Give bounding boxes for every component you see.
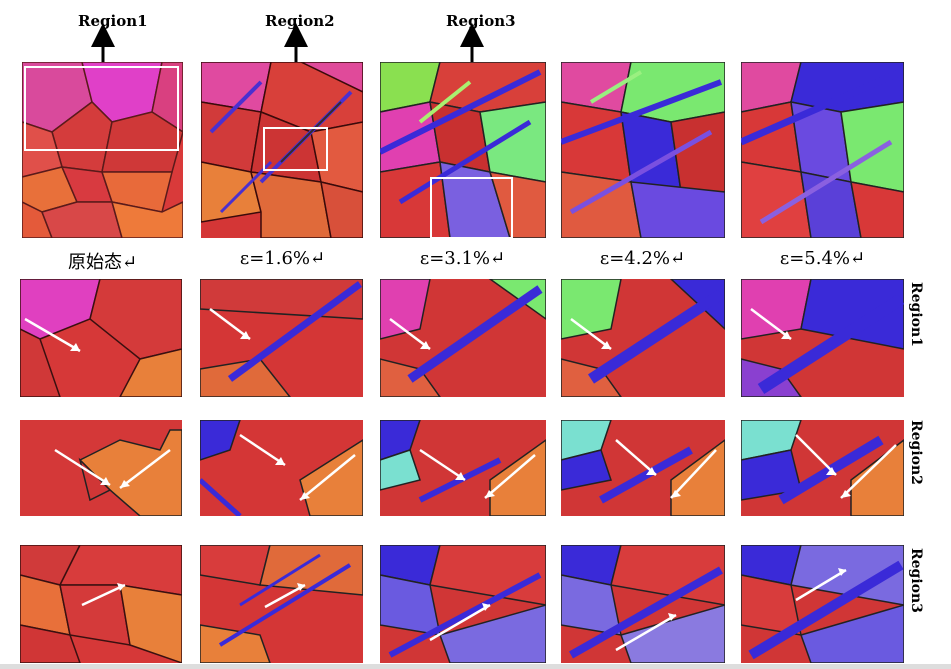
map-strain-1-6-region3 (200, 545, 363, 663)
column-label-strain-4-2: ε=4.2%↵ (599, 248, 686, 269)
map-strain-5-4-region3 (741, 545, 904, 663)
map-strain-5-4-region1 (741, 279, 904, 397)
row-label-region1: Region1 (908, 282, 924, 347)
map-strain-4-2-region3 (561, 545, 725, 663)
column-label-strain-3-1: ε=3.1%↵ (419, 248, 506, 269)
map-original-overview (22, 62, 183, 238)
map-strain-5-4-region2 (741, 420, 904, 516)
map-strain-1-6-region2 (200, 420, 363, 516)
row-label-region3: Region3 (908, 548, 924, 613)
map-strain-3-1-overview (380, 62, 546, 238)
column-label-strain-1-6: ε=1.6%↵ (239, 248, 326, 269)
map-strain-1-6-region1 (200, 279, 363, 397)
map-strain-1-6-overview (201, 62, 363, 238)
column-label-strain-5-4: ε=5.4%↵ (779, 248, 866, 269)
row-label-region2: Region2 (908, 420, 924, 485)
map-original-region1 (20, 279, 182, 397)
bottom-rule (0, 664, 951, 669)
map-strain-3-1-region1 (380, 279, 546, 397)
map-strain-3-1-region3 (380, 545, 546, 663)
map-strain-5-4-overview (741, 62, 904, 238)
map-strain-3-1-region2 (380, 420, 546, 516)
map-original-region3 (20, 545, 182, 663)
map-strain-4-2-overview (561, 62, 725, 238)
map-strain-4-2-region1 (561, 279, 725, 397)
region2-label: Region2 (265, 12, 335, 30)
map-original-region2 (20, 420, 182, 516)
column-label-original: 原始态↵ (67, 252, 138, 273)
map-strain-4-2-region2 (561, 420, 725, 516)
